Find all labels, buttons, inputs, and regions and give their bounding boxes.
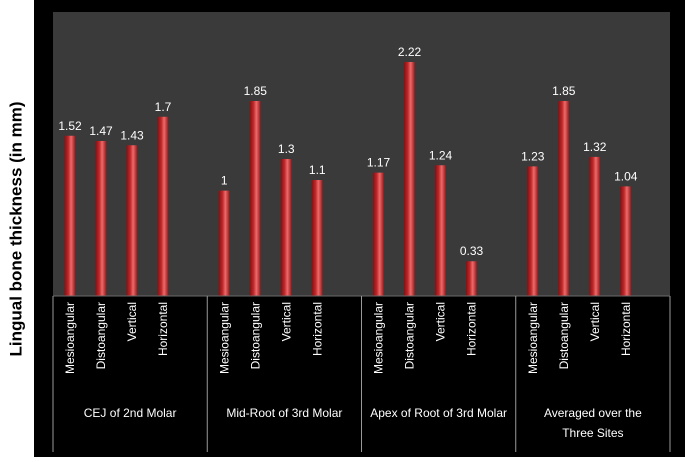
data-label: 1.04 (614, 169, 638, 183)
data-label: 1.1 (309, 163, 326, 177)
bar (280, 158, 292, 296)
category-tick-label: Vertical (279, 302, 293, 341)
category-tick-label: Horizontal (310, 302, 324, 356)
data-label: 1.32 (583, 140, 607, 154)
group-label: Averaged over the (544, 406, 642, 420)
bar (157, 116, 169, 296)
data-label: 1.3 (278, 142, 295, 156)
data-label: 0.33 (460, 244, 484, 258)
category-tick-label: Distoangular (248, 302, 262, 369)
category-tick-label: Mesioangular (372, 302, 386, 374)
y-axis-label: Lingual bone thickness (in mm) (7, 100, 26, 357)
category-tick-label: Distoangular (557, 302, 571, 369)
category-tick-label: Vertical (125, 302, 139, 341)
group-label: CEJ of 2nd Molar (84, 406, 177, 420)
data-label: 1.23 (521, 149, 545, 163)
category-tick-label: Mesioangular (63, 302, 77, 374)
y-axis-label-container: Lingual bone thickness (in mm) (0, 0, 34, 457)
plot-background (53, 12, 670, 296)
bar (218, 190, 230, 296)
bar (249, 101, 261, 296)
category-tick-label: Vertical (588, 302, 602, 341)
group-label: Three Sites (562, 426, 623, 440)
bar (404, 62, 415, 296)
data-label: 1.7 (155, 100, 172, 114)
category-tick-label: Horizontal (619, 302, 633, 356)
bar (311, 180, 323, 296)
bar (64, 135, 76, 296)
bar (620, 186, 632, 296)
category-tick-label: Mesioangular (526, 302, 540, 374)
category-tick-label: Horizontal (465, 302, 479, 356)
bar (126, 145, 138, 296)
category-tick-label: Mesioangular (217, 302, 231, 374)
group-label: Mid-Root of 3rd Molar (226, 406, 342, 420)
data-label: 1.85 (244, 84, 268, 98)
data-label: 1.17 (367, 156, 391, 170)
group-label: Apex of Root of 3rd Molar (370, 406, 507, 420)
data-label: 1.43 (120, 128, 144, 142)
category-tick-label: Vertical (434, 302, 448, 341)
data-label: 1 (221, 174, 228, 188)
bar (466, 261, 477, 296)
category-tick-label: Distoangular (94, 302, 108, 369)
bar (435, 165, 446, 296)
data-label: 1.52 (58, 119, 82, 133)
category-tick-label: Horizontal (156, 302, 170, 356)
bar (95, 141, 107, 296)
data-label: 1.24 (429, 148, 453, 162)
bar (527, 166, 539, 296)
data-label: 1.47 (89, 124, 113, 138)
bar (558, 101, 570, 296)
bar (589, 156, 601, 296)
bar (373, 172, 384, 296)
category-tick-label: Distoangular (403, 302, 417, 369)
data-label: 2.22 (398, 45, 422, 59)
data-label: 1.85 (552, 84, 576, 98)
